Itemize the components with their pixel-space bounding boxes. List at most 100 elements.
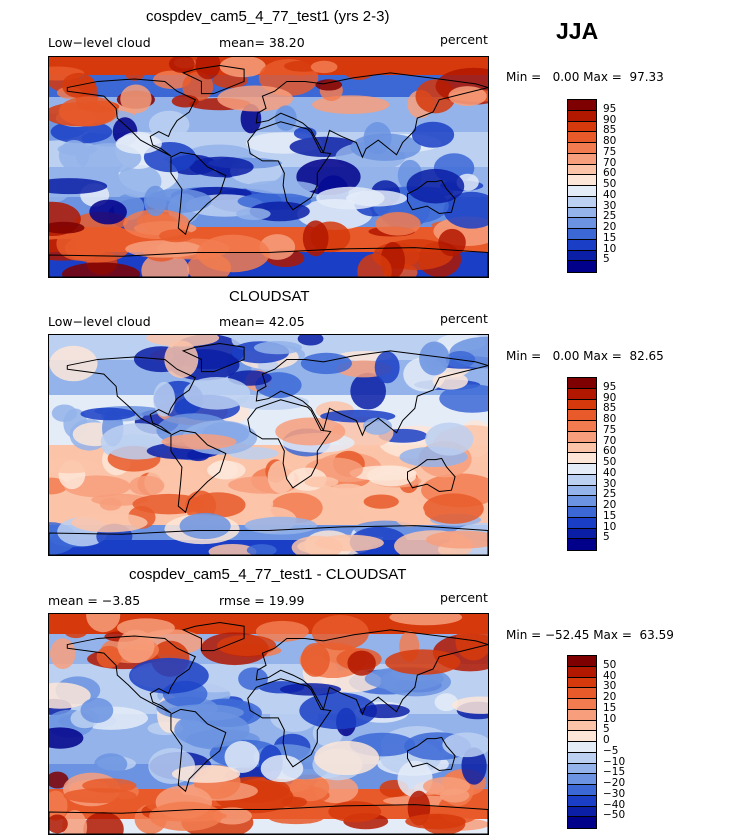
panel-3-title: cospdev_cam5_4_77_test1 - CLOUDSAT <box>129 566 407 583</box>
colorbar-tick-label: 75 <box>603 145 617 158</box>
field-contour <box>115 133 162 154</box>
colorbar-tick-label: 15 <box>603 231 617 244</box>
field-contour <box>216 634 277 656</box>
colorbar-swatch <box>568 207 596 219</box>
field-contour <box>362 417 393 435</box>
colorbar-swatch <box>568 442 596 454</box>
colorbar-swatch <box>568 164 596 176</box>
colorbar-swatch <box>568 143 596 154</box>
colorbar-swatch <box>568 517 596 529</box>
field-contour <box>164 340 199 379</box>
field-contour <box>51 404 77 422</box>
panel-3-mean-label: mean = −3.85 <box>48 593 141 608</box>
coastline <box>170 429 227 514</box>
panel-3-units-label: percent <box>440 590 488 605</box>
panel-1-units-label: percent <box>440 32 488 47</box>
colorbar-swatch <box>568 218 596 229</box>
field-contour <box>117 618 175 638</box>
field-contour <box>153 70 192 89</box>
field-contour <box>149 801 223 831</box>
field-contour <box>49 814 68 834</box>
colorbar-swatch <box>568 688 596 699</box>
colorbar-swatch <box>568 539 596 550</box>
field-contour <box>419 341 450 376</box>
coastline <box>49 525 488 555</box>
panel-1-variable-label: Low−level cloud <box>48 35 151 50</box>
colorbar-tick-label: 5 <box>603 253 610 266</box>
field-contour <box>281 796 308 808</box>
colorbar-swatch <box>568 421 596 432</box>
colorbar-tick-label: 60 <box>603 445 617 458</box>
field-contour <box>432 372 468 390</box>
field-contour <box>234 394 309 410</box>
field-contour <box>267 460 295 494</box>
colorbar-tick-label: 30 <box>603 199 617 212</box>
field-contour <box>94 753 128 776</box>
coastline <box>255 629 488 716</box>
colorbar-tick-label: 40 <box>603 669 617 682</box>
colorbar-tick-label: 0 <box>603 734 610 746</box>
panel-3-map <box>48 613 489 835</box>
field-contour <box>86 614 121 633</box>
field-contour <box>217 85 294 112</box>
colorbar-swatch <box>568 774 596 785</box>
field-contour <box>50 120 113 144</box>
colorbar-tick-label: −30 <box>603 787 626 800</box>
field-contour <box>224 740 260 773</box>
colorbar-swatch <box>568 388 596 400</box>
colorbar-swatch <box>568 431 596 443</box>
colorbar-swatch <box>568 153 596 165</box>
field-contour <box>315 79 343 91</box>
colorbar-swatch <box>568 507 596 518</box>
colorbar-swatch <box>568 666 596 678</box>
colorbar-swatch <box>568 229 596 240</box>
colorbar-swatch <box>568 806 596 818</box>
field-contour <box>64 625 88 639</box>
field-contour <box>71 512 148 533</box>
field-contour <box>183 377 251 410</box>
colorbar-tick-label: 80 <box>603 413 617 425</box>
field-contour <box>143 185 167 217</box>
field-contour <box>80 407 136 421</box>
field-contour <box>314 534 384 552</box>
field-contour <box>406 168 465 204</box>
colorbar-tick-label: 85 <box>603 402 617 415</box>
field-contour <box>49 771 69 789</box>
field-contour <box>196 234 270 273</box>
coastline <box>49 804 488 834</box>
field-contour <box>367 465 417 487</box>
field-contour <box>310 60 338 74</box>
field-contour <box>195 57 221 80</box>
colorbar-swatch <box>568 763 596 775</box>
field-contour <box>80 697 114 723</box>
colorbar-swatch <box>568 250 596 262</box>
colorbar-tick-label: 90 <box>603 391 617 404</box>
coastline <box>181 622 245 652</box>
coastline <box>66 78 197 157</box>
field-contour <box>144 464 208 502</box>
field-contour <box>159 229 194 243</box>
field-contour <box>385 649 461 675</box>
panel-1-map <box>48 56 489 278</box>
colorbar-swatch <box>568 752 596 764</box>
colorbar-swatch <box>568 742 596 753</box>
season-label: JJA <box>556 18 599 44</box>
colorbar-swatch <box>568 175 596 186</box>
field-contour <box>244 516 317 535</box>
colorbar-swatch <box>568 110 596 122</box>
panel-2-map <box>48 334 489 556</box>
field-contour <box>208 543 257 555</box>
colorbar-swatch <box>568 186 596 197</box>
field-contour <box>438 228 466 257</box>
colorbar-tick-label: 80 <box>603 135 617 147</box>
colorbar-swatch <box>568 656 596 667</box>
field-contour <box>316 186 385 210</box>
colorbar-tick-label: 40 <box>603 188 617 201</box>
field-contour <box>363 122 392 155</box>
coastline <box>407 179 456 214</box>
coastline <box>247 399 332 489</box>
field-contour <box>120 84 152 114</box>
field-contour <box>359 704 410 719</box>
colorbar-tick-label: 30 <box>603 477 617 490</box>
colorbar-swatch <box>568 474 596 486</box>
